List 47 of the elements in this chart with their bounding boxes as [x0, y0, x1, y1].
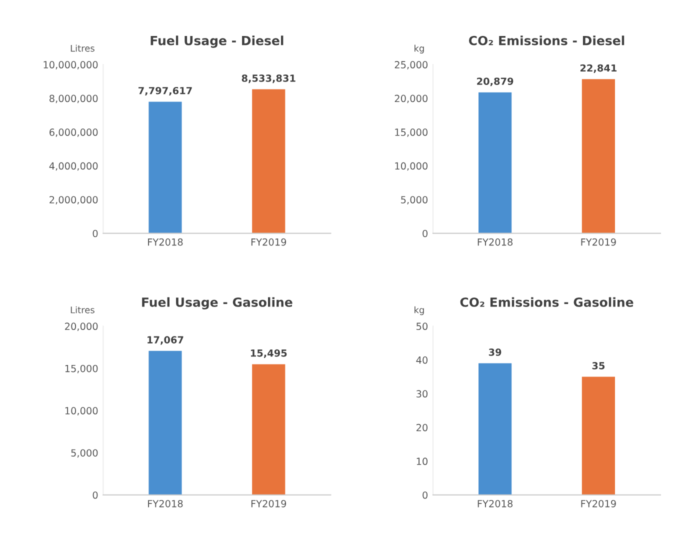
y-tick-label: 20,000 [394, 94, 428, 104]
x-tick-label: FY2019 [581, 500, 616, 508]
y-tick-label: 15,000 [65, 364, 98, 374]
y-tick-label: 50 [416, 322, 428, 330]
y-tick-label: 0 [92, 491, 98, 499]
y-tick-label: 0 [422, 491, 428, 499]
data-label: 35 [592, 362, 605, 370]
y-axis-title: kg [414, 306, 424, 316]
y-axis-title: kg [414, 44, 424, 54]
data-label: 39 [488, 348, 502, 356]
y-tick-label: 10,000 [65, 407, 98, 416]
y-axis-title: Litres [70, 44, 94, 52]
y-tick-label: 5,000 [71, 449, 98, 458]
y-tick-label: 10,000,000 [44, 61, 98, 70]
x-tick-label: FY2018 [478, 238, 513, 246]
x-tick-label: FY2019 [251, 500, 286, 508]
y-tick-label: 0 [92, 230, 98, 238]
y-tick-label: 15,000 [395, 128, 428, 137]
y-tick-label: 20,000 [65, 322, 98, 331]
chart-title: Fuel Usage - Gasoline [142, 297, 292, 310]
chart-title: Fuel Usage - Diesel [150, 36, 284, 48]
y-tick-label: 2,000,000 [50, 196, 98, 204]
data-label: 17,067 [148, 336, 184, 345]
y-tick-label: 20 [416, 424, 428, 432]
x-tick-label: FY2018 [478, 500, 513, 508]
x-tick-label: FY2018 [148, 500, 183, 508]
y-tick-label: 10 [416, 458, 428, 466]
x-tick-label: FY2018 [148, 238, 183, 246]
data-label: 20,879 [477, 78, 514, 86]
y-tick-label: 5,000 [401, 196, 428, 204]
y-tick-label: 4,000,000 [49, 162, 98, 171]
y-tick-label: 25,000 [394, 61, 428, 70]
data-label: 8,533,831 [242, 74, 296, 84]
y-tick-label: 8,000,000 [50, 94, 98, 104]
x-tick-label: FY2019 [581, 238, 616, 246]
x-tick-label: FY2019 [251, 238, 286, 246]
y-tick-label: 40 [416, 356, 428, 364]
data-label: 7,797,617 [138, 86, 192, 96]
y-tick-label: 0 [422, 230, 428, 238]
data-label: 22,841 [580, 64, 617, 73]
y-axis-title: Litres [70, 306, 94, 314]
chart-title: CO₂ Emissions - Diesel [468, 36, 624, 46]
y-tick-label: 30 [416, 390, 428, 398]
y-tick-label: 10,000 [395, 162, 428, 171]
chart-title: CO₂ Emissions - Gasoline [460, 297, 634, 307]
y-tick-label: 6,000,000 [50, 128, 98, 137]
data-label: 15,495 [250, 349, 287, 358]
